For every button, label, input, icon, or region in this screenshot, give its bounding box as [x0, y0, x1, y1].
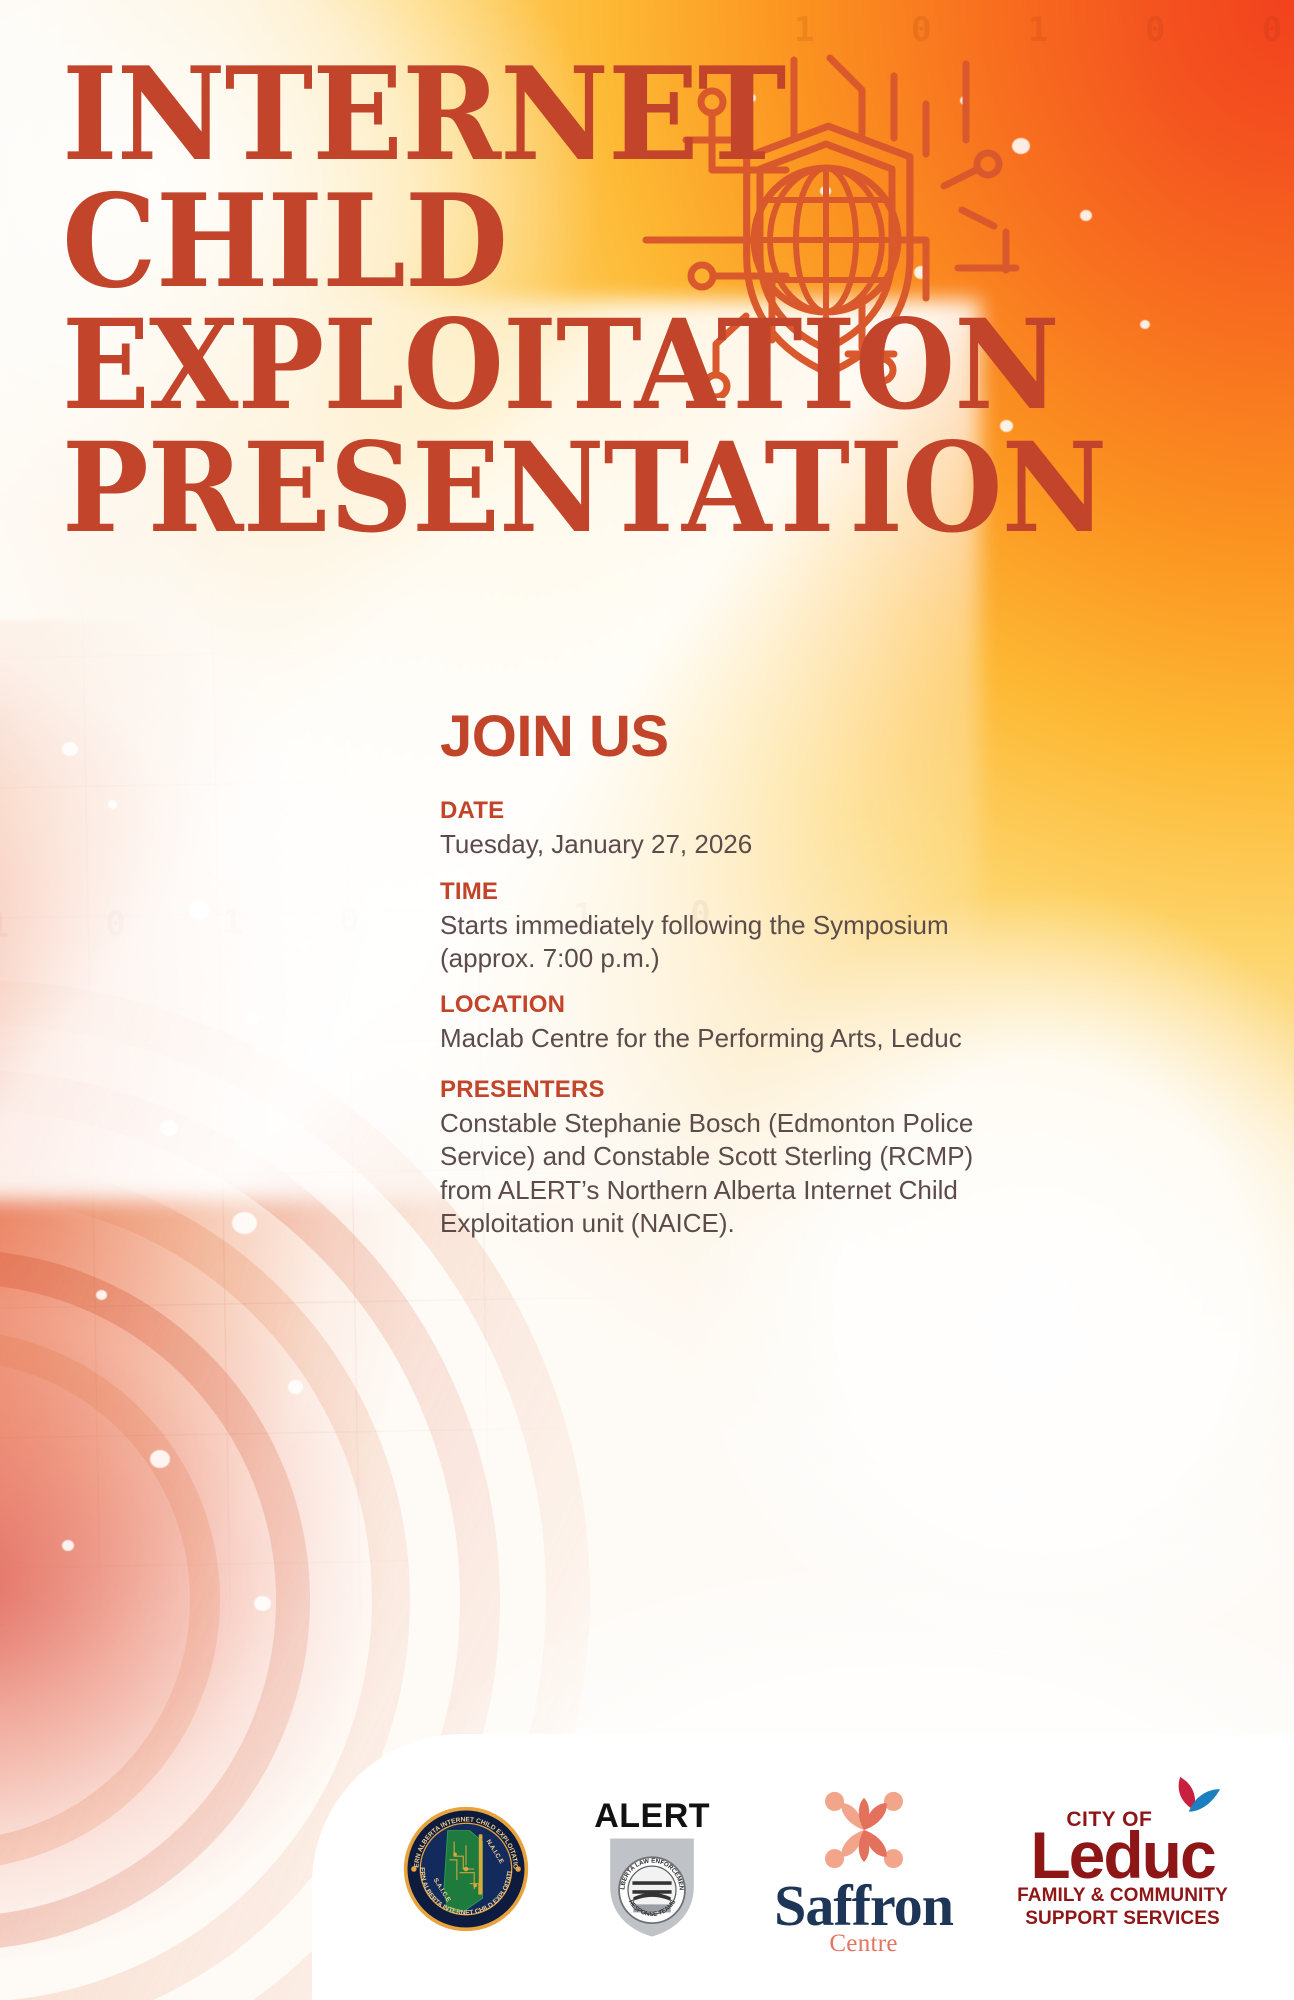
leduc-kicker: CITY OF	[1066, 1807, 1153, 1831]
leduc-leaf-icon	[1178, 1776, 1220, 1812]
detail-value-presenters: Constable Stephanie Bosch (Edmonton Poli…	[440, 1108, 974, 1238]
alert-wordmark: ALERT	[594, 1796, 711, 1835]
detail-value-date: Tuesday, January 27, 2026	[440, 829, 753, 859]
detail-value-time: Starts immediately following the Symposi…	[440, 909, 949, 973]
detail-location: LOCATION Maclab Centre for the Performin…	[440, 990, 980, 1055]
title-line-2: CHILD	[62, 166, 508, 317]
saffron-flower-icon	[824, 1791, 903, 1869]
join-us-heading: JOIN US	[440, 704, 669, 769]
detail-label-time: TIME	[440, 877, 499, 905]
naice-saice-badge: NORTHERN ALBERTA INTERNET CHILD EXPLOITA…	[402, 1805, 530, 1933]
detail-label-location: LOCATION	[440, 991, 566, 1019]
detail-value-location: Maclab Centre for the Performing Arts, L…	[440, 1023, 962, 1054]
title-line-1: INTERNET	[62, 40, 786, 190]
detail-label-presenters: PRESENTERS	[440, 1076, 605, 1103]
sponsor-logo-bar: NORTHERN ALBERTA INTERNET CHILD EXPLOITA…	[312, 1734, 1294, 2000]
event-details: JOIN US DATE Tuesday, January 27, 2026 T…	[440, 708, 980, 1256]
naice-badge-icon: NORTHERN ALBERTA INTERNET CHILD EXPLOITA…	[402, 1805, 529, 1932]
city-of-leduc-fcss-logo: CITY OF Leduc FAMILY & COMMUNITY SUPPORT…	[1017, 1776, 1228, 1929]
leduc-sub-line-1: FAMILY & COMMUNITY	[1017, 1885, 1228, 1907]
cyber-shield-globe-icon	[626, 18, 1026, 401]
alert-logo: ALERT	[594, 1799, 710, 1940]
title-line-4: PRESENTATION	[62, 416, 1107, 562]
alert-shield-icon: ALBERTA LAW ENFORCEMENT RESPONSE TEAMS	[603, 1835, 694, 1936]
saffron-centre-logo: Saffron Centre	[774, 1782, 954, 1958]
detail-label-date: DATE	[440, 797, 505, 824]
poster-title: INTERNET CHILD EXPLOITATION PRESENTATION	[62, 40, 1107, 562]
detail-presenters: PRESENTERS Constable Stephanie Bosch (Ed…	[440, 1075, 980, 1240]
saffron-wordmark: Saffron	[774, 1872, 954, 1938]
leduc-sub-line-2: SUPPORT SERVICES	[1025, 1907, 1220, 1929]
binary-digits-right: 1 0 1 0 0 1 0 1 0 0 1 0	[794, 10, 1282, 50]
leduc-wordmark: Leduc	[1030, 1817, 1216, 1892]
title-line-3: EXPLOITATION	[62, 293, 1060, 439]
saffron-sub-wordmark: Centre	[829, 1930, 898, 1958]
detail-date: DATE Tuesday, January 27, 2026	[440, 796, 980, 861]
detail-time: TIME Starts immediately following the Sy…	[440, 877, 980, 975]
